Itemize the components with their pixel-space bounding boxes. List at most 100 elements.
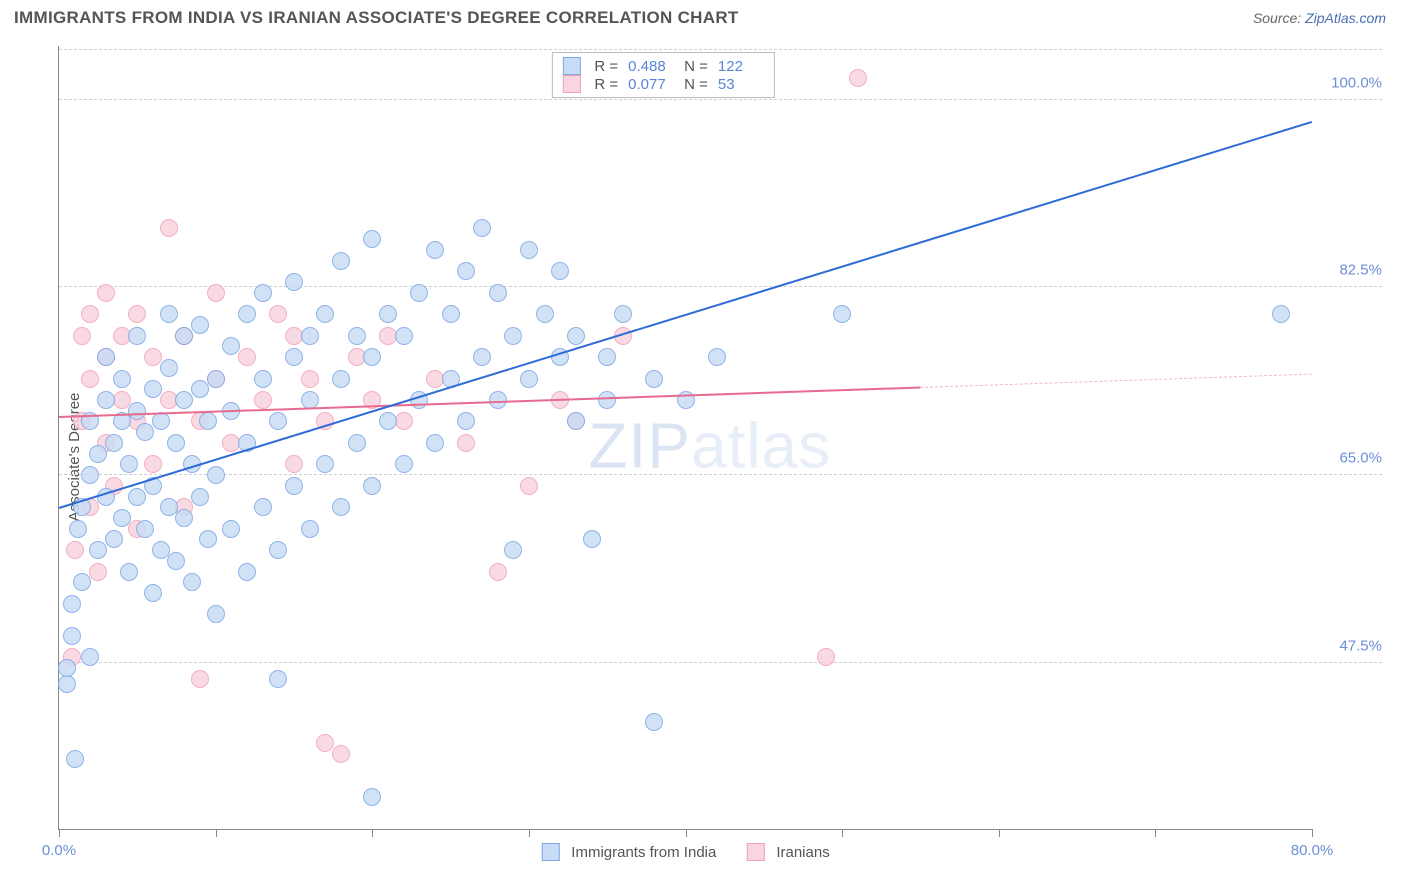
data-point [222,520,240,538]
data-point [269,412,287,430]
data-point [332,745,350,763]
data-point [113,509,131,527]
legend-swatch [562,57,580,75]
x-tick [842,829,843,837]
data-point [598,391,616,409]
data-point [269,305,287,323]
data-point [89,563,107,581]
data-point [66,541,84,559]
data-point [128,402,146,420]
data-point [363,230,381,248]
data-point [254,391,272,409]
data-point [113,370,131,388]
data-point [207,466,225,484]
x-tick [686,829,687,837]
data-point [395,455,413,473]
data-point [144,380,162,398]
data-point [504,541,522,559]
data-point [58,675,76,693]
data-point [175,327,193,345]
data-point [113,391,131,409]
x-tick-label: 80.0% [1291,842,1334,859]
data-point [207,370,225,388]
x-tick [1155,829,1156,837]
y-tick-label: 65.0% [1322,450,1382,467]
gridline [59,474,1382,475]
data-point [426,241,444,259]
data-point [191,316,209,334]
data-point [160,498,178,516]
data-point [97,348,115,366]
data-point [81,648,99,666]
data-point [395,327,413,345]
data-point [473,219,491,237]
data-point [191,380,209,398]
data-point [128,327,146,345]
data-point [167,434,185,452]
x-tick-label: 0.0% [42,842,76,859]
legend-stat-row: R = 0.488N = 122 [562,57,764,75]
data-point [136,423,154,441]
data-point [520,477,538,495]
data-point [73,327,91,345]
data-point [97,391,115,409]
data-point [160,305,178,323]
trend-line [920,373,1312,387]
data-point [379,305,397,323]
data-point [285,348,303,366]
data-point [489,284,507,302]
data-point [426,434,444,452]
legend-stats: R = 0.488N = 122R = 0.077N = 53 [551,52,775,98]
data-point [152,541,170,559]
data-point [207,605,225,623]
data-point [833,305,851,323]
data-point [645,713,663,731]
data-point [175,509,193,527]
source-link[interactable]: ZipAtlas.com [1305,10,1386,26]
data-point [254,284,272,302]
data-point [348,434,366,452]
data-point [598,348,616,366]
data-point [254,498,272,516]
plot-region: ZIPatlas R = 0.488N = 122R = 0.077N = 53… [58,46,1312,830]
data-point [199,530,217,548]
data-point [614,305,632,323]
legend-stat-row: R = 0.077N = 53 [562,75,764,93]
data-point [222,337,240,355]
legend-series: Immigrants from IndiaIranians [541,843,829,861]
x-tick [216,829,217,837]
y-tick-label: 82.5% [1322,262,1382,279]
data-point [144,348,162,366]
data-point [285,477,303,495]
gridline [59,662,1382,663]
data-point [128,305,146,323]
data-point [120,455,138,473]
legend-item: Immigrants from India [541,843,716,861]
data-point [457,412,475,430]
x-tick [1312,829,1313,837]
data-point [105,434,123,452]
data-point [191,670,209,688]
data-point [160,359,178,377]
data-point [285,455,303,473]
data-point [191,488,209,506]
data-point [81,305,99,323]
data-point [63,627,81,645]
data-point [63,595,81,613]
data-point [583,530,601,548]
data-point [379,412,397,430]
legend-swatch [562,75,580,93]
gridline [59,99,1382,100]
data-point [301,327,319,345]
x-tick [999,829,1000,837]
data-point [89,445,107,463]
data-point [144,455,162,473]
watermark: ZIPatlas [588,408,831,482]
chart-area: Associate's Degree ZIPatlas R = 0.488N =… [14,36,1392,878]
data-point [363,348,381,366]
data-point [97,284,115,302]
data-point [473,348,491,366]
data-point [58,659,76,677]
x-tick [59,829,60,837]
data-point [1272,305,1290,323]
